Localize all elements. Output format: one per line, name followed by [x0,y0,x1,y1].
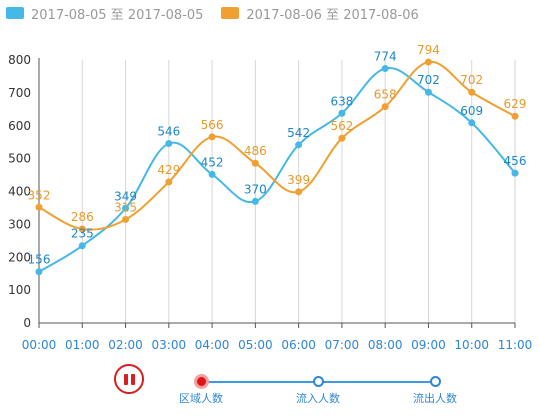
data-label: 429 [157,163,180,177]
y-tick-label: 200 [8,250,31,264]
legend-item-series-2[interactable]: 2017-08-06 至 2017-08-06 [221,4,419,23]
timeline-stop-1[interactable] [193,374,209,389]
x-tick-label: 10:00 [454,338,489,352]
data-label: 452 [201,155,224,169]
x-tick-label: 08:00 [368,338,403,352]
x-tick-label: 11:00 [498,338,533,352]
data-point [511,112,519,120]
y-tick-label: 300 [8,217,31,231]
data-point [511,169,519,177]
x-tick-label: 06:00 [281,338,316,352]
y-tick-label: 600 [8,119,31,133]
legend-swatch-series-1 [6,7,24,19]
data-point [338,109,346,117]
data-point [208,133,216,141]
data-label: 609 [460,104,483,118]
data-label: 156 [28,253,51,267]
legend-item-series-1[interactable]: 2017-08-05 至 2017-08-05 [6,4,203,23]
data-point [381,65,389,73]
y-tick-label: 500 [8,152,31,166]
data-label: 658 [374,88,397,102]
x-tick-label: 09:00 [411,338,446,352]
data-point [424,88,432,96]
x-tick-label: 03:00 [152,338,187,352]
data-point [78,225,86,233]
timeline-control: 区域人数 流入人数 流出人数 [0,362,550,420]
x-tick-label: 01:00 [65,338,100,352]
timeline-stop-3[interactable] [429,376,441,387]
data-label: 486 [244,144,267,158]
y-tick-label: 400 [8,185,31,199]
data-point [165,178,173,186]
x-tick-label: 04:00 [195,338,230,352]
x-tick-label: 07:00 [325,338,360,352]
series-line-2 [38,60,516,231]
data-label: 546 [157,125,180,139]
data-point [338,134,346,142]
data-point [295,188,303,196]
y-tick-label: 0 [23,316,31,330]
data-label: 562 [330,119,353,133]
data-label: 542 [287,126,310,140]
data-label: 774 [374,50,397,64]
timeline-stop-2[interactable] [312,376,324,387]
data-point [424,58,432,66]
data-point [251,159,259,167]
y-tick-label: 700 [8,86,31,100]
line-chart: 0 100 200 300 400 500 600 700 800 00:00 01:00 02:00… [8,43,533,352]
timeline-stop-label[interactable]: 流出人数 [413,392,457,405]
pause-button[interactable] [114,364,144,394]
legend-label-series-1: 2017-08-05 至 2017-08-05 [31,7,204,23]
data-label: 286 [71,210,94,224]
data-point [35,203,43,211]
legend-label-series-2: 2017-08-06 至 2017-08-06 [246,7,419,23]
data-point [35,268,43,276]
y-tick-label: 800 [8,53,31,67]
data-label: 352 [28,188,51,202]
x-tick-label: 02:00 [108,338,143,352]
data-label: 315 [114,200,137,214]
data-point [208,170,216,178]
data-point [78,242,86,250]
pause-icon [124,374,128,385]
data-point [251,197,259,205]
data-label: 370 [244,182,267,196]
data-label: 349 [114,189,137,203]
series-line-1 [38,67,516,273]
pause-icon [131,374,135,385]
data-point [468,88,476,96]
data-point [165,140,173,148]
data-label: 399 [287,173,310,187]
data-point [122,204,130,212]
data-point [295,141,303,149]
legend: 2017-08-05 至 2017-08-05 2017-08-06 至 201… [6,4,437,23]
data-label: 456 [504,154,527,168]
x-tick-label: 00:00 [22,338,57,352]
data-label: 702 [417,73,440,87]
timeline-stop-label[interactable]: 流入人数 [296,392,340,405]
data-point [381,103,389,111]
data-label: 566 [201,118,224,132]
data-label: 629 [504,97,527,111]
timeline-stop-label[interactable]: 区域人数 [179,392,223,405]
data-point [122,215,130,223]
y-tick-label: 100 [8,283,31,297]
legend-swatch-series-2 [221,7,240,19]
x-tick-label: 05:00 [238,338,273,352]
data-point [468,119,476,127]
data-label: 235 [71,227,94,241]
data-label: 702 [460,73,483,87]
data-label: 794 [417,43,440,57]
data-label: 638 [330,94,353,108]
